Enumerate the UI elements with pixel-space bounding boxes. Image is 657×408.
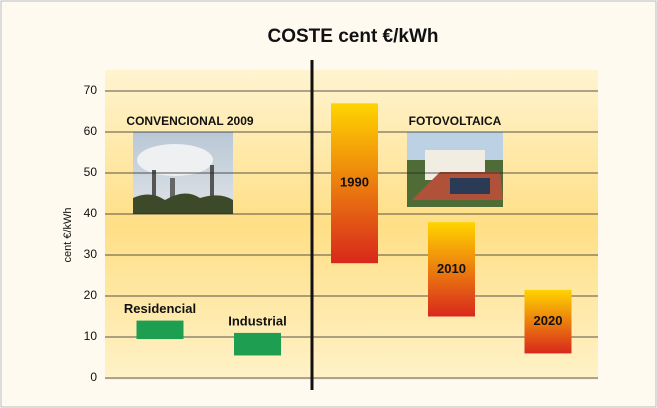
y-tick-label: 20: [84, 288, 98, 302]
group-annotation: FOTOVOLTAICA: [409, 114, 502, 128]
bar: [234, 332, 281, 356]
y-tick-label: 30: [84, 247, 98, 261]
bar: [428, 222, 475, 317]
bar-label: 1990: [340, 175, 369, 190]
bar-label: 2010: [437, 261, 466, 276]
bar: [524, 289, 572, 354]
y-tick-label: 70: [84, 83, 98, 97]
y-tick-label: 40: [84, 206, 98, 220]
y-tick-label: 50: [84, 165, 98, 179]
bar-label: Residencial: [124, 301, 196, 316]
chart-title: COSTE cent €/kWh: [267, 26, 438, 47]
bar-label: Industrial: [228, 313, 287, 328]
bar: [331, 103, 378, 264]
y-tick-label: 0: [90, 370, 97, 384]
group-annotation: CONVENCIONAL 2009: [126, 114, 253, 128]
y-axis-label: cent €/kWh: [62, 207, 74, 262]
y-tick-label: 60: [84, 124, 98, 138]
photo-house: [407, 132, 503, 207]
bar-label: 2020: [534, 313, 563, 328]
y-tick-label: 10: [84, 329, 98, 343]
bar: [136, 320, 184, 340]
